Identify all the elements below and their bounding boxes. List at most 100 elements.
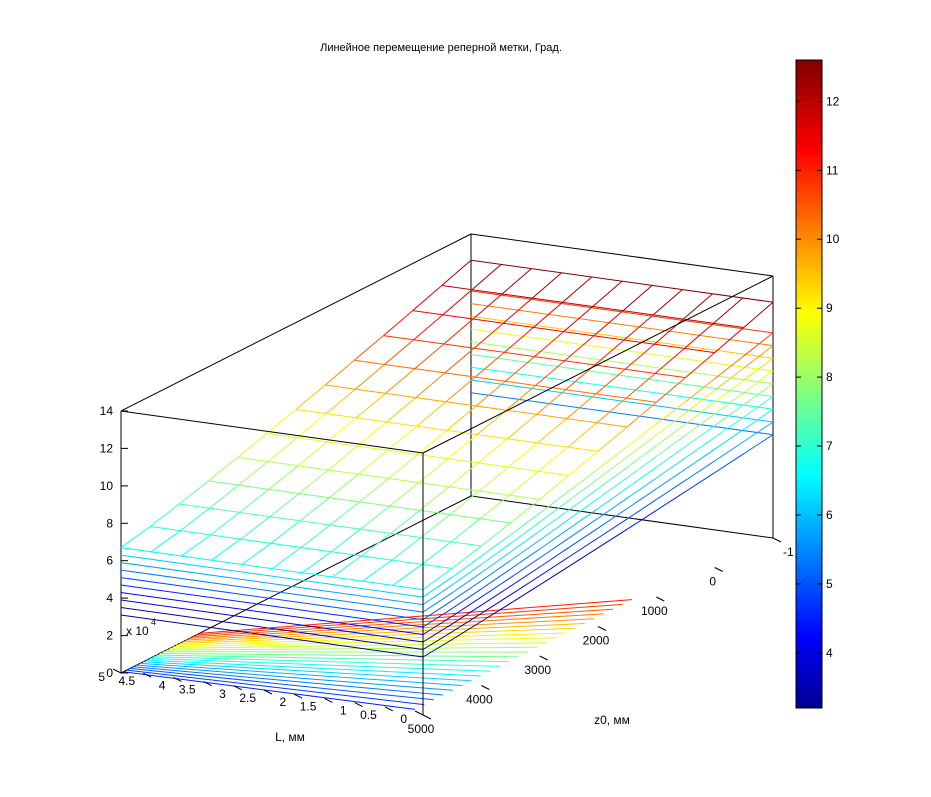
surface-edge: [325, 388, 356, 414]
surface-edge: [362, 559, 393, 582]
contour-line: [159, 652, 519, 658]
surface-edge: [481, 585, 511, 606]
x-axis-exponent-label: x 10: [126, 624, 149, 638]
x-tick: [324, 697, 333, 703]
surface-edge: [360, 505, 391, 530]
surface-edge: [539, 547, 570, 568]
surface-edge: [626, 466, 657, 489]
surface-edge: [301, 551, 332, 574]
surface-edge: [539, 490, 570, 514]
contour-line: [149, 657, 491, 672]
surface-edge: [358, 449, 388, 475]
surface-edge: [481, 551, 511, 574]
x-tick-label: 5: [98, 670, 105, 684]
surface-edge: [327, 445, 358, 471]
surface-edge: [451, 604, 482, 625]
x-axis-ticks: 0 0.5 1 1.5 2 2.5 3 3.5 4 4.5 5: [98, 668, 424, 726]
surface-edge: [626, 434, 657, 458]
surface-edge: [332, 555, 362, 578]
surface-edge: [568, 537, 599, 558]
surface-edge: [562, 276, 593, 303]
x-tick-label: 2.5: [239, 691, 256, 705]
x-tick-label: 0: [400, 712, 407, 726]
surface-edge: [510, 512, 540, 536]
x-tick: [263, 689, 273, 695]
x-tick-label: 1: [340, 704, 347, 718]
surface-edge: [208, 457, 239, 482]
box-edge: [470, 495, 774, 539]
chart-title: Линейное перемещение реперной метки, Гра…: [320, 42, 562, 54]
surface-edge: [568, 451, 599, 476]
surface-edge: [451, 596, 482, 617]
surface-edge: [685, 448, 715, 470]
y-tick-label: 0: [709, 575, 716, 589]
surface-edge: [422, 592, 453, 613]
surface-edge: [743, 408, 774, 430]
contour-line: [146, 659, 481, 677]
surface-edge: [328, 473, 359, 499]
contour-line: [169, 642, 548, 649]
surface-edge: [120, 577, 424, 621]
surface-edge: [470, 303, 774, 347]
surface-edge: [743, 370, 774, 394]
surface-edge: [654, 348, 685, 374]
surface-edge: [685, 425, 715, 448]
surface-edge: [120, 592, 424, 635]
surface-edge: [566, 393, 597, 419]
surface-edge: [597, 446, 628, 470]
y-tick-label: 5000: [408, 722, 435, 736]
surface-edge: [295, 384, 326, 410]
surface-edge: [510, 557, 540, 579]
y-axis-ticks: 5000 4000 3000 2000 1000 0 -1: [408, 537, 794, 736]
surface-edge: [593, 310, 624, 337]
surface-edge: [481, 602, 511, 622]
surface-edge: [478, 466, 509, 492]
surface-edge: [451, 588, 482, 609]
surface-edge: [714, 392, 745, 415]
surface-edge: [120, 614, 424, 658]
surface-edge: [656, 423, 686, 447]
surface-edge: [181, 534, 211, 557]
surface-edge: [592, 280, 623, 307]
surface-edge: [442, 289, 473, 316]
z-tick-label: 8: [106, 516, 113, 530]
surface-edge: [473, 322, 504, 349]
surface-edge: [120, 569, 424, 613]
surface-edge: [414, 343, 445, 370]
y-tick: [714, 567, 723, 572]
surface-edge: [656, 491, 686, 511]
surface-edge: [150, 530, 181, 553]
surface-edge: [383, 335, 686, 379]
x-tick: [384, 706, 394, 712]
surface-edge: [419, 486, 450, 511]
surface-edge: [390, 509, 421, 534]
surface-edge: [533, 301, 563, 328]
surface-edge: [324, 359, 355, 386]
colorbar-tick-label: 11: [826, 163, 839, 177]
surface-edge: [568, 547, 599, 567]
surface-edge: [567, 422, 598, 448]
surface-edge: [443, 318, 474, 345]
x-tick: [293, 693, 303, 699]
surface-edge: [237, 456, 540, 500]
surface-edge: [685, 460, 715, 481]
surface-edge: [441, 259, 472, 286]
surface-edge: [626, 488, 657, 509]
contour-line: [153, 656, 500, 667]
surface-edge: [656, 446, 686, 468]
surface-edge: [470, 366, 774, 410]
surface-edge: [568, 488, 599, 511]
contour-line: [126, 669, 425, 706]
surface-edge: [532, 272, 562, 299]
box-edge: [422, 275, 774, 454]
y-tick: [597, 626, 607, 631]
surface-edge: [568, 478, 599, 502]
contour-line: [172, 637, 557, 648]
surface-edge: [685, 472, 715, 493]
surface-edge: [597, 456, 628, 480]
surface-edge: [392, 563, 423, 586]
surface-edge: [714, 416, 745, 438]
surface-edge: [451, 580, 482, 602]
surface-edge: [625, 373, 656, 399]
surface-edge: [150, 526, 453, 569]
